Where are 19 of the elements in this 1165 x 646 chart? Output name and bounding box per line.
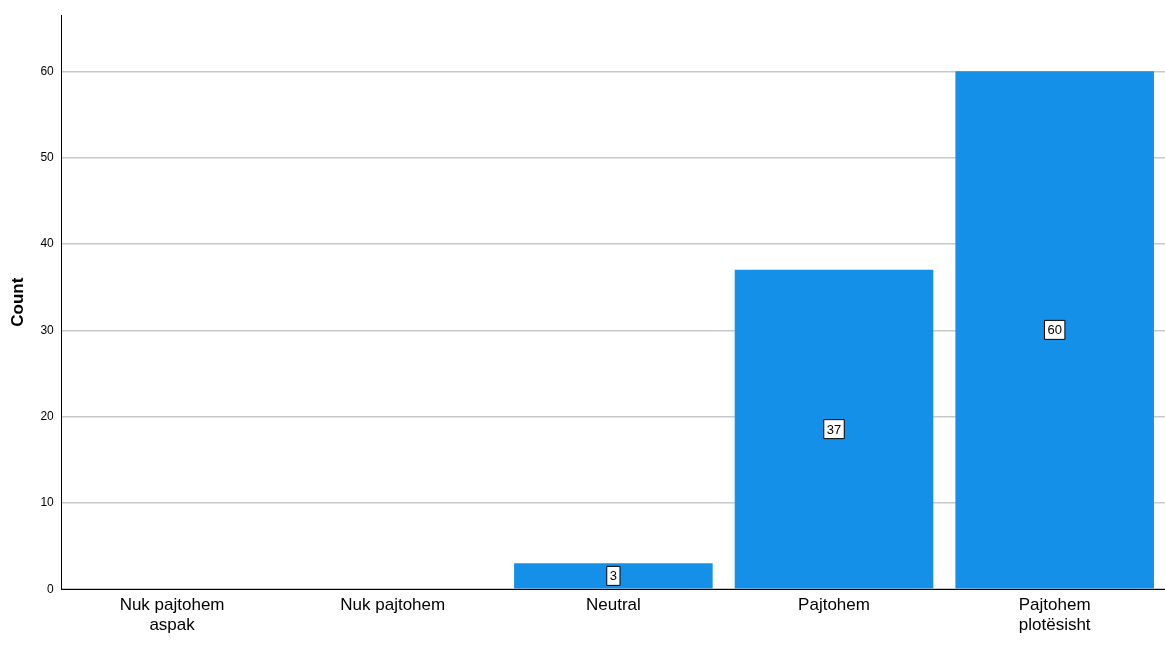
- x-tick-label: Neutral: [585, 595, 641, 615]
- y-tick-label: 40: [40, 236, 55, 251]
- y-axis-title: Count: [7, 277, 27, 327]
- y-tick-label: 60: [40, 63, 55, 78]
- y-tick-label: 20: [40, 408, 55, 423]
- x-tick-label: Pajtohem plotësisht: [1018, 595, 1091, 635]
- y-tick-label: 0: [47, 581, 55, 596]
- data-label: 60: [1047, 322, 1062, 338]
- y-tick-label: 10: [40, 495, 55, 510]
- x-tick-label: Pajtohem: [798, 595, 870, 615]
- bar: [955, 71, 1154, 589]
- y-tick-label: 50: [40, 149, 55, 164]
- bar: [514, 563, 713, 589]
- data-label: 37: [826, 421, 842, 437]
- y-tick-label: 30: [40, 322, 55, 337]
- bar: [734, 269, 934, 589]
- x-tick-label: Nuk pajtohem: [340, 595, 446, 615]
- data-label: 3: [609, 568, 617, 584]
- x-tick-label: Nuk pajtohem aspak: [119, 595, 225, 635]
